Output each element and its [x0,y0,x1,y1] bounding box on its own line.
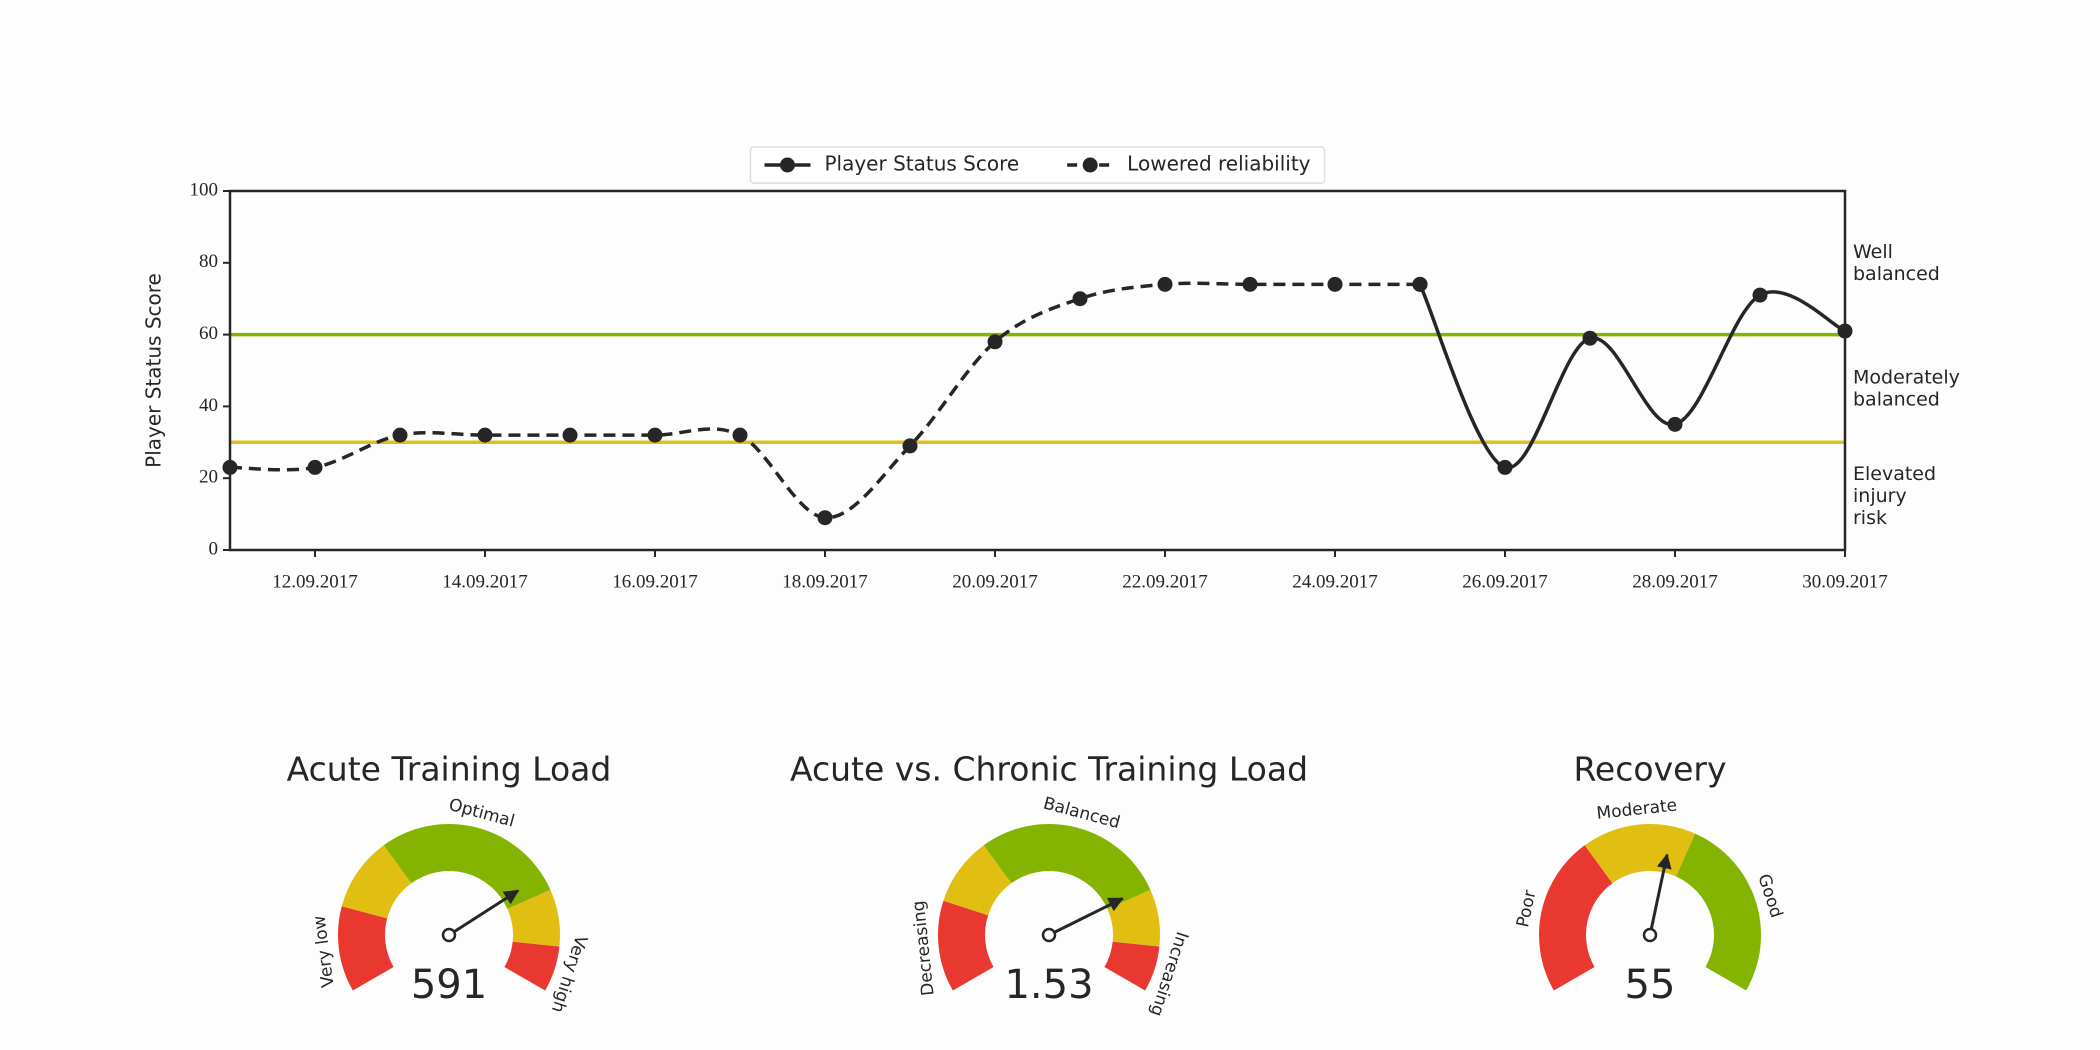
gauge-title: Acute vs. Chronic Training Load [790,750,1308,789]
data-point [562,427,578,443]
y-tick-label: 0 [209,538,219,559]
x-tick-label: 12.09.2017 [272,571,358,592]
gauge-band [983,823,1151,909]
zone-label: Elevated injury risk [1853,463,1942,529]
x-tick-label: 18.09.2017 [782,571,868,592]
data-point [1327,276,1343,292]
gauge-band [504,941,560,991]
y-tick-label: 60 [199,323,218,344]
legend-label: Player Status Score [824,152,1019,176]
gauge-band [943,845,1012,916]
zone-label: Moderately balanced [1853,366,1966,410]
gauge-needle [454,889,520,933]
data-point [1242,276,1258,292]
legend: Player Status Score Lowered reliability [749,146,1326,184]
gauge-hub [441,927,457,943]
gauge-band [383,824,551,909]
plot-frame [228,189,1847,552]
data-point [1412,276,1428,292]
data-point [817,510,833,526]
x-tick-label: 26.09.2017 [1462,571,1548,592]
gauge-band [507,889,560,947]
data-point [1157,276,1173,292]
legend-marker [779,157,795,173]
legend-item: Player Status Score [764,152,1019,176]
gauge-band [337,906,394,991]
data-point [647,427,663,443]
legend-label: Lowered reliability [1127,152,1310,176]
gauge-band-label: Moderate [1596,796,1679,824]
y-tick-label: 40 [199,395,218,416]
legend-marker [1082,157,1098,173]
gauge-band-label: Decreasing [909,900,939,997]
x-tick-label: 16.09.2017 [612,571,698,592]
gauge-needle [1054,897,1124,934]
data-point [1582,330,1598,346]
x-tick-label: 30.09.2017 [1802,571,1888,592]
legend-item: Lowered reliability [1067,152,1311,176]
gauge-band [1676,833,1761,991]
gauge-title: Recovery [1573,750,1726,789]
data-point [1497,459,1513,475]
data-point [1837,323,1853,339]
gauge-band-label: Poor [1513,888,1540,929]
data-point [392,427,408,443]
gauge-band [341,845,412,919]
data-point [477,427,493,443]
gauge-hub [1642,927,1658,943]
x-tick-label: 14.09.2017 [442,571,528,592]
legend-box [749,146,1326,184]
x-tick-label: 24.09.2017 [1292,571,1378,592]
gauge-band [938,900,994,991]
data-point [902,438,918,454]
y-tick-label: 80 [199,251,218,272]
gauge-value: 591 [411,962,487,1008]
gauge-title: Acute Training Load [287,750,612,789]
y-axis-label: Player Status Score [142,273,166,468]
zone-label: Well balanced [1853,240,1940,284]
y-tick-label: 100 [190,179,219,200]
y-tick-label: 20 [199,467,218,488]
gauge-needle [1649,853,1672,929]
data-point [222,459,238,475]
gauge-band-label: Very low [309,914,338,988]
gauge-value: 1.53 [1004,962,1093,1008]
gauge-value: 55 [1625,962,1676,1008]
data-point [732,427,748,443]
data-point [987,334,1003,350]
series-line [229,281,1420,520]
x-tick-label: 20.09.2017 [952,571,1038,592]
x-tick-label: 28.09.2017 [1632,571,1718,592]
data-point [307,459,323,475]
data-point [1072,291,1088,307]
gauge-band [1104,941,1160,991]
data-point [1752,287,1768,303]
series [1412,276,1853,475]
gauge-band [1539,845,1613,991]
series [222,276,1428,526]
data-point [1667,416,1683,432]
series-line [1418,283,1846,470]
x-tick-label: 22.09.2017 [1122,571,1208,592]
gauge-hub [1041,927,1057,943]
